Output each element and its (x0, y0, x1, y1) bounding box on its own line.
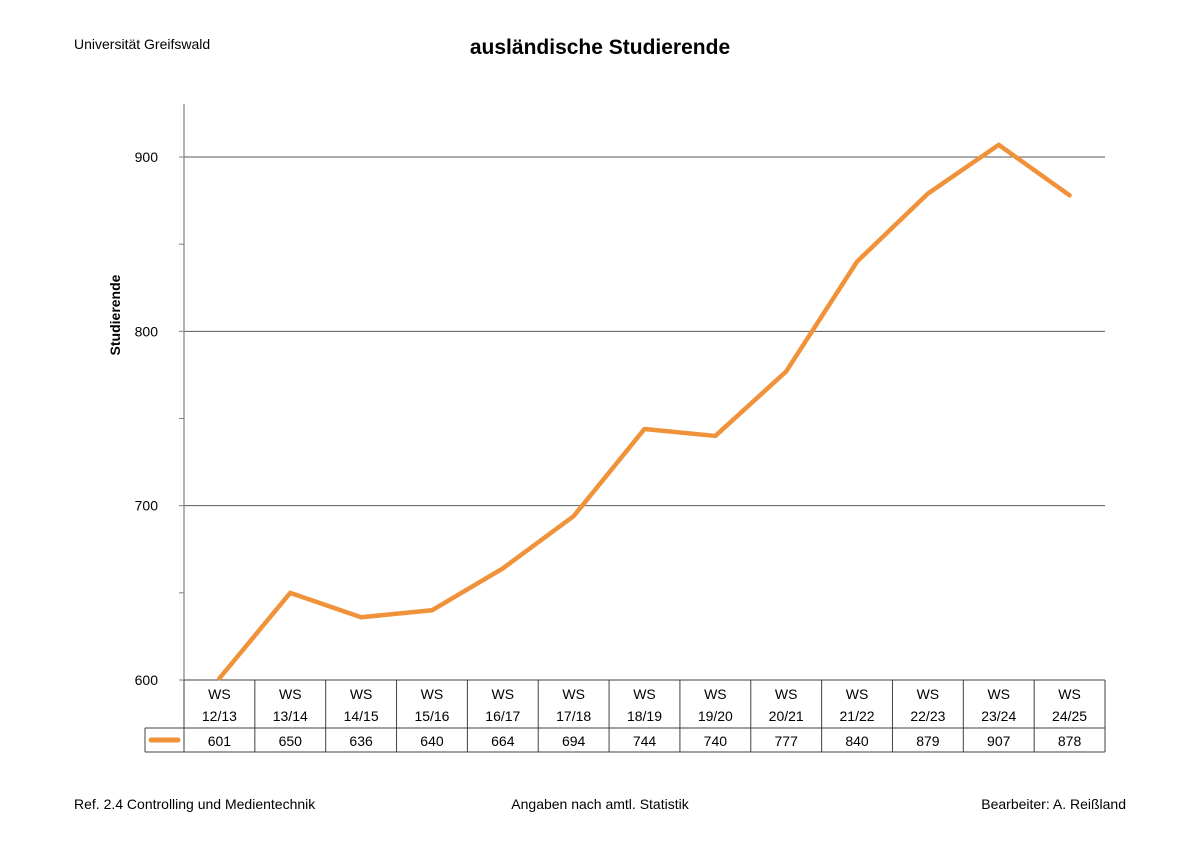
data-point (572, 514, 576, 518)
x-tick-label: 17/18 (556, 708, 591, 724)
data-table-value: 601 (208, 733, 232, 749)
data-point (501, 566, 505, 570)
data-table-value: 777 (775, 733, 799, 749)
data-point (926, 192, 930, 196)
x-tick-label: 23/24 (981, 708, 1016, 724)
data-table-value: 744 (633, 733, 657, 749)
data-point (855, 260, 859, 264)
x-tick-label: WS (1058, 686, 1081, 702)
data-table-value: 879 (916, 733, 940, 749)
x-tick-label: 19/20 (698, 708, 733, 724)
data-table-value: 636 (349, 733, 373, 749)
chart-title: ausländische Studierende (469, 36, 731, 59)
data-table-value: 840 (845, 733, 869, 749)
institution-label: Universität Greifswald (74, 36, 211, 52)
data-point (430, 608, 434, 612)
x-tick-label: 22/23 (910, 708, 945, 724)
y-tick-label: 800 (135, 323, 159, 339)
data-point (359, 615, 363, 619)
x-tick-label: 13/14 (273, 708, 308, 724)
footer-editor: Bearbeiter: A. Reißland (981, 796, 1126, 812)
data-point (1068, 193, 1072, 197)
data-table-value: 650 (279, 733, 303, 749)
x-tick-label: WS (421, 686, 444, 702)
x-tick-label: WS (350, 686, 373, 702)
x-tick-label: WS (633, 686, 656, 702)
data-point (288, 591, 292, 595)
footer-source: Angaben nach amtl. Statistik (511, 796, 689, 812)
x-tick-label: WS (775, 686, 798, 702)
data-point (643, 427, 646, 431)
data-table-value: 640 (420, 733, 444, 749)
data-point (997, 143, 1001, 147)
x-tick-label: WS (562, 686, 585, 702)
data-point (217, 676, 221, 680)
data-point (713, 434, 717, 438)
x-tick-label: 12/13 (202, 708, 237, 724)
x-tick-label: WS (987, 686, 1010, 702)
x-tick-label: WS (492, 686, 515, 702)
x-tick-label: 21/22 (840, 708, 875, 724)
data-table-value: 740 (704, 733, 728, 749)
x-tick-label: WS (704, 686, 727, 702)
footer-department: Ref. 2.4 Controlling und Medientechnik (74, 796, 316, 812)
x-tick-label: WS (846, 686, 869, 702)
x-tick-label: 14/15 (344, 708, 379, 724)
data-table-value: 907 (987, 733, 1011, 749)
x-tick-label: 18/19 (627, 708, 662, 724)
y-axis-label: Studierende (107, 274, 123, 355)
y-tick-label: 700 (135, 498, 159, 514)
x-tick-label: WS (279, 686, 302, 702)
series-line (217, 142, 1072, 681)
x-tick-label: WS (917, 686, 940, 702)
y-tick-label: 600 (135, 672, 159, 688)
y-tick-label: 900 (135, 149, 159, 165)
data-table-value: 878 (1058, 733, 1082, 749)
data-point (784, 369, 788, 373)
data-table-value: 694 (562, 733, 586, 749)
x-tick-label: 20/21 (769, 708, 804, 724)
x-tick-label: 16/17 (485, 708, 520, 724)
data-table-value: 664 (491, 733, 515, 749)
x-tick-label: 24/25 (1052, 708, 1087, 724)
x-tick-label: WS (208, 686, 231, 702)
x-tick-label: 15/16 (414, 708, 449, 724)
